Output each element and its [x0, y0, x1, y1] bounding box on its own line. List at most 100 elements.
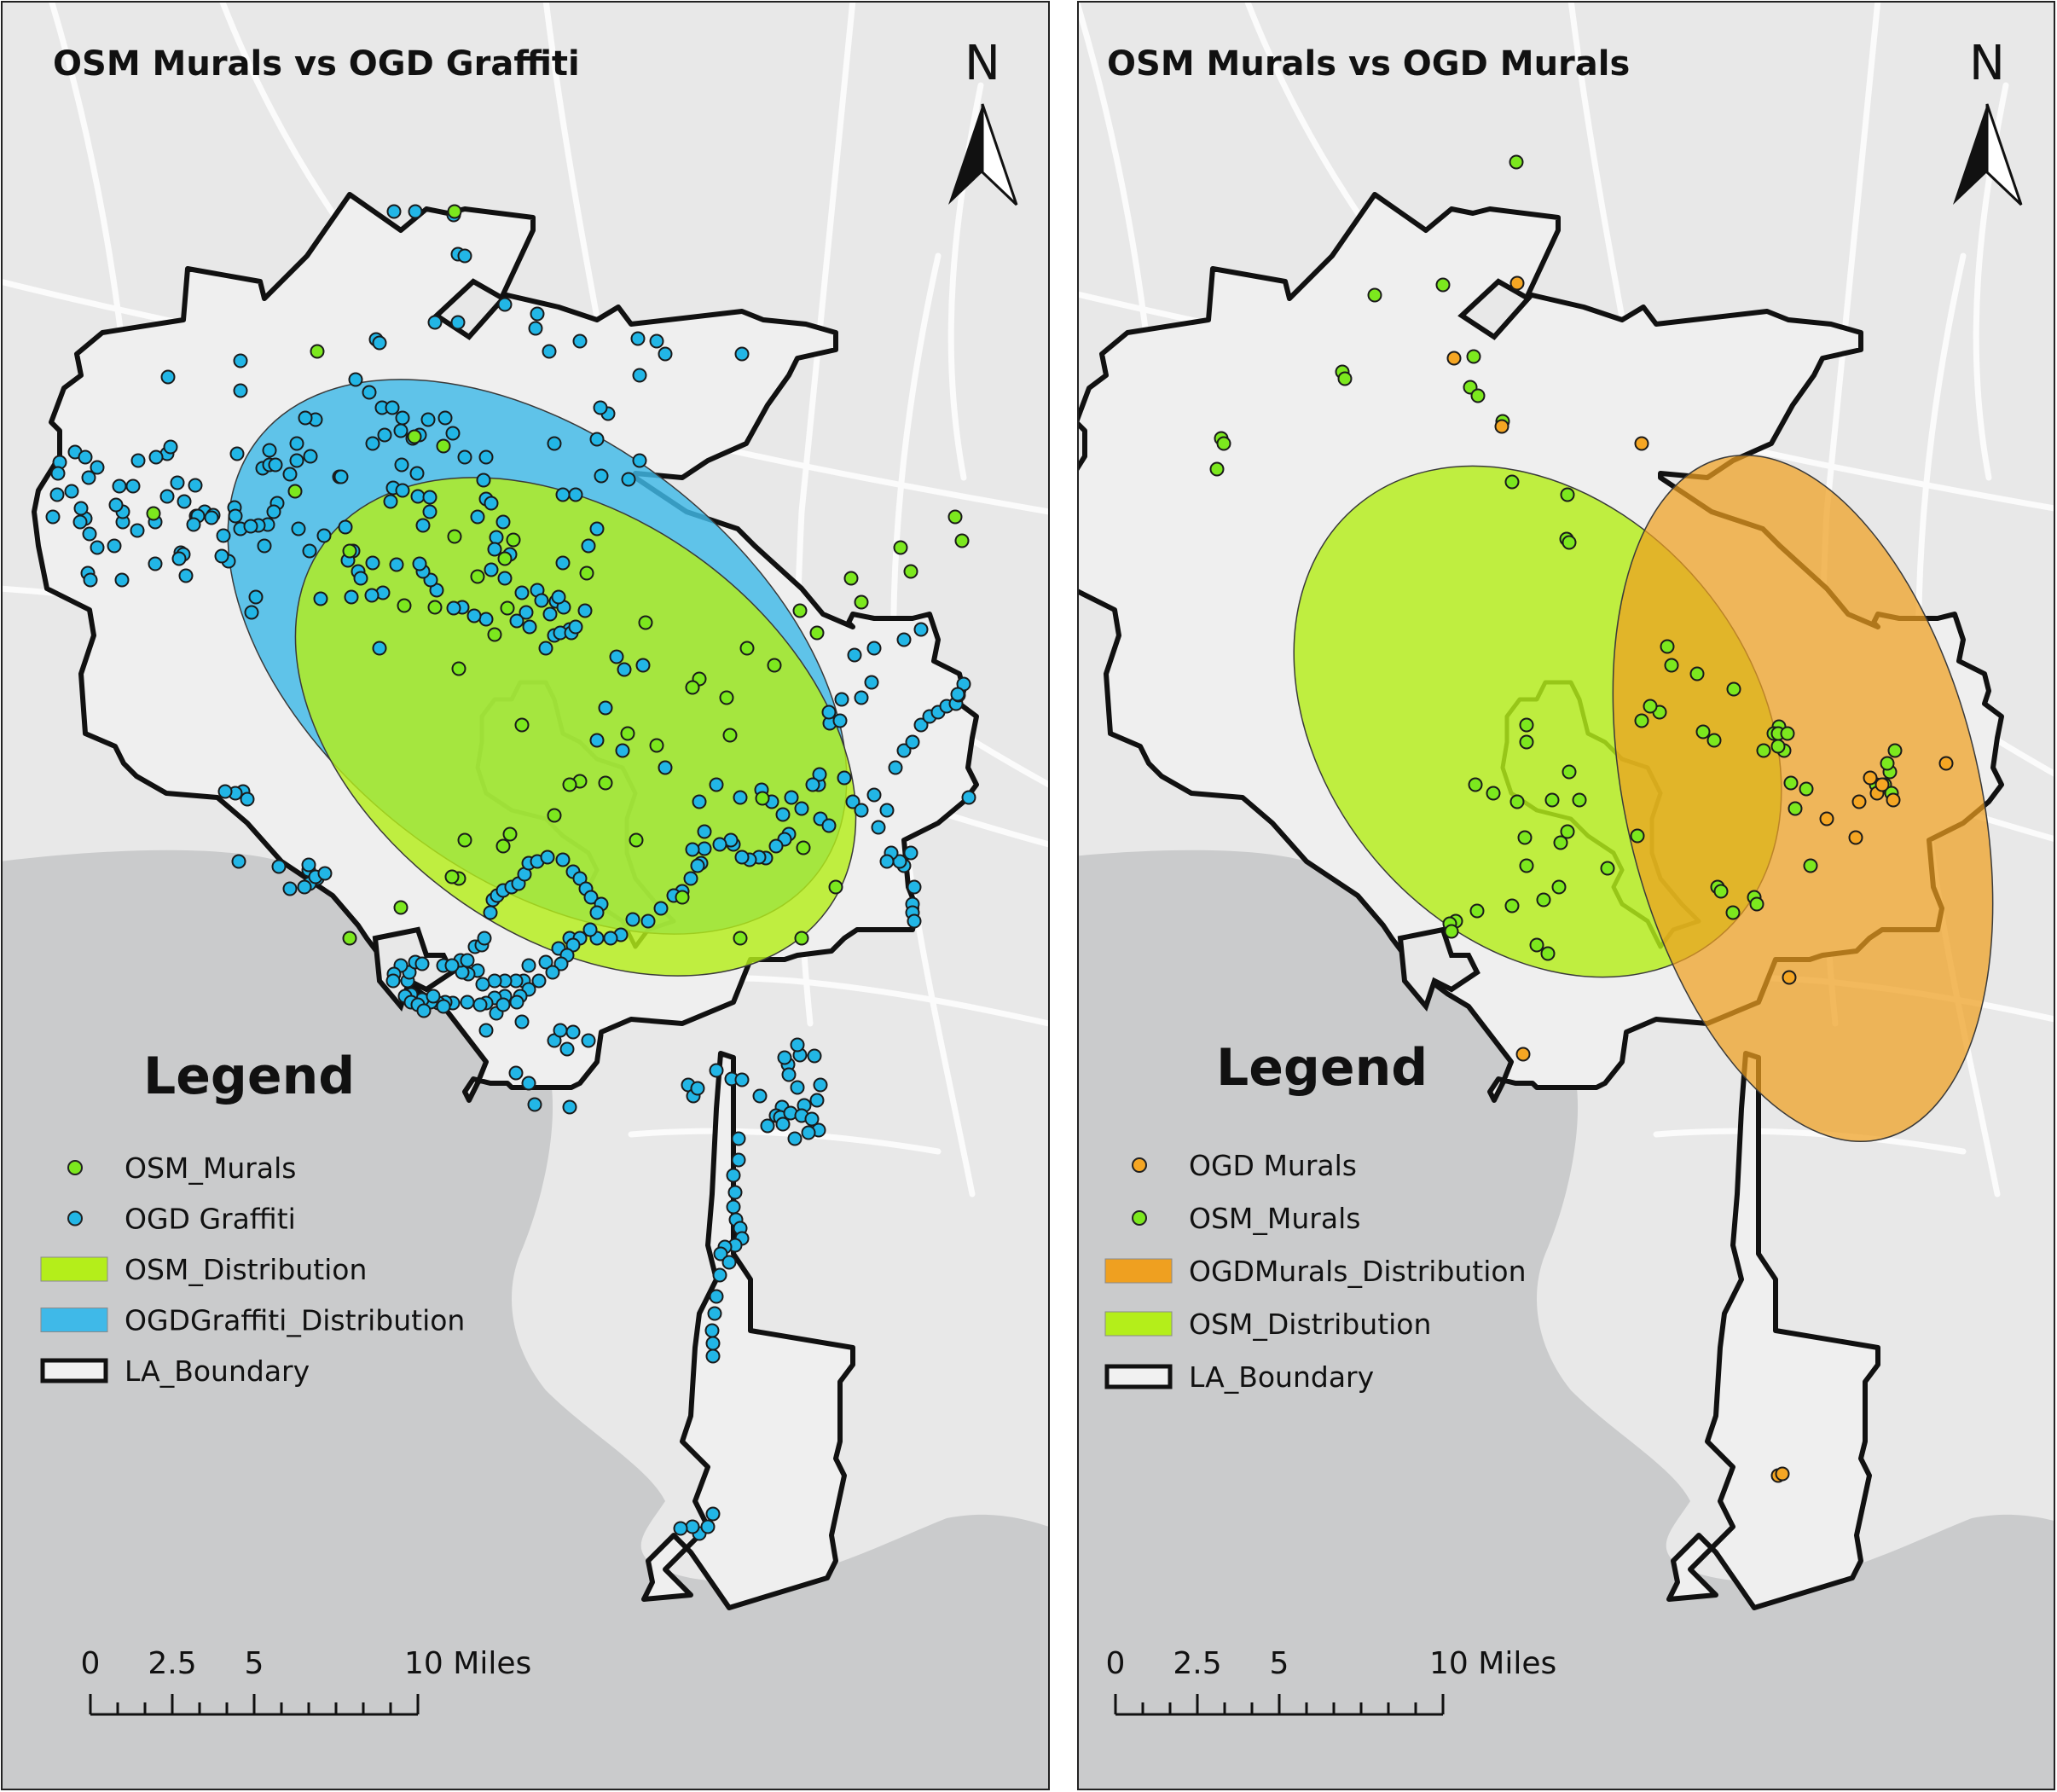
ogd-graffiti-point	[807, 1048, 822, 1064]
ogd-graffiti-point	[148, 449, 164, 465]
ogd-graffiti-point	[268, 457, 283, 473]
osm-mural-point	[342, 931, 357, 946]
ogd-graffiti-point	[372, 335, 387, 351]
osm-mural-point	[457, 832, 472, 848]
ogd-graffiti-point	[854, 690, 869, 705]
scale-label: 0	[1106, 1646, 1126, 1681]
ogd-graffiti-point	[801, 1125, 816, 1140]
osm-mural-point	[1551, 879, 1567, 895]
ogd-graffiti-point	[879, 803, 895, 818]
ogd-graffiti-point	[721, 1255, 737, 1270]
ogd-graffiti-point	[907, 879, 922, 895]
ogd-graffiti-point	[555, 852, 571, 867]
ogd-graffiti-point	[415, 518, 431, 533]
ogd-graffiti-point	[705, 1506, 721, 1522]
osm-mural-point	[1435, 277, 1451, 293]
ogd-graffiti-point	[177, 494, 192, 509]
ogd-graffiti-point	[705, 1336, 721, 1351]
osm-mural-point	[1519, 717, 1534, 733]
osm-mural-point	[1466, 349, 1481, 364]
ogd-graffiti-point	[470, 509, 485, 525]
ogd-graffiti-point	[553, 956, 569, 971]
ogd-graffiti-point	[412, 556, 427, 571]
ogd-graffiti-point	[495, 514, 511, 530]
ogd-graffiti-point	[589, 905, 605, 920]
osm-mural-point	[598, 775, 613, 791]
ogd-graffiti-point	[228, 508, 243, 524]
ogd-graffiti-point	[551, 589, 566, 605]
osm-mural-point	[1572, 792, 1587, 808]
ogd-graffiti-point	[700, 1519, 716, 1534]
ogd-graffiti-point	[446, 600, 461, 616]
osm-mural-point	[1509, 154, 1524, 170]
osm-mural-point	[796, 840, 811, 855]
ogd-graffiti-point	[497, 297, 513, 312]
ogd-graffiti-point	[365, 555, 380, 571]
ogd-graffiti-point	[248, 589, 264, 605]
osm-mural-point	[1337, 371, 1353, 386]
north-arrow-outline-icon	[1985, 103, 2023, 206]
osm-mural-point	[1536, 892, 1551, 908]
ogd-graffiti-point	[726, 1168, 741, 1183]
osm-mural-point	[1486, 786, 1501, 801]
ogd-graffiti-point	[583, 890, 599, 905]
osm-mural-point	[444, 869, 460, 884]
ogd-graffiti-point	[781, 1067, 797, 1082]
ogd-graffiti-point	[422, 504, 437, 519]
ogd-graffiti-point	[82, 526, 97, 542]
ogd-graffiti-point	[589, 733, 605, 748]
ogd-graffiti-point	[690, 1081, 705, 1096]
ogd-graffiti-point	[243, 519, 258, 534]
ogd-graffiti-point	[775, 1116, 791, 1132]
osm-mural-point	[1504, 474, 1520, 490]
legend-label: OSM_Murals	[1189, 1202, 1360, 1235]
ogd-graffiti-point	[653, 901, 669, 916]
ogd-graffiti-point	[787, 1131, 803, 1146]
scale-label: 5	[1270, 1646, 1289, 1681]
osm-mural-point	[1880, 756, 1895, 771]
osm-mural-point	[794, 931, 809, 946]
osm-mural-point	[739, 641, 755, 656]
osm-mural-point	[1706, 733, 1722, 748]
ogd-graffiti-point	[422, 490, 437, 505]
ogd-graffiti-point	[834, 692, 849, 707]
ogd-graffiti-point	[317, 866, 333, 881]
osm-mural-point	[1367, 287, 1382, 303]
legend-label: LA_Boundary	[125, 1354, 310, 1388]
osm-mural-point	[1504, 898, 1520, 913]
osm-mural-point	[649, 738, 664, 753]
ogd-graffiti-point	[410, 489, 426, 504]
ogd-graffiti-point	[690, 858, 705, 873]
ogd-mural-point	[1819, 811, 1834, 826]
ogd-graffiti-point	[214, 548, 229, 564]
north-arrow-outline-icon	[981, 103, 1018, 206]
ogd-graffiti-point	[777, 1050, 792, 1065]
ogd-graffiti-point	[408, 204, 423, 219]
osm-mural-point	[1803, 858, 1818, 873]
ogd-graffiti-point	[649, 333, 664, 349]
osm-mural-point	[1643, 699, 1658, 714]
ogd-graffiti-point	[733, 790, 748, 805]
ogd-graffiti-point	[204, 510, 219, 525]
osm-mural-point	[903, 564, 918, 579]
ogd-graffiti-point	[581, 538, 596, 554]
ogd-graffiti-point	[581, 1033, 596, 1048]
ogd-graffiti-point	[178, 568, 194, 583]
ogd-graffiti-point	[282, 881, 298, 896]
ogd-graffiti-point	[495, 997, 511, 1012]
ogd-graffiti-point	[266, 504, 281, 519]
osm-mural-point	[809, 625, 825, 641]
legend-item: OGDGraffiti_Distribution	[40, 1304, 465, 1337]
osm-mural-point	[1630, 828, 1645, 844]
ogd-graffiti-point	[487, 973, 502, 989]
ogd-mural-point	[1515, 1047, 1531, 1062]
ogd-graffiti-point	[426, 989, 441, 1004]
osm-mural-point	[1544, 792, 1560, 808]
ogd-graffiti-point	[476, 473, 491, 488]
ogd-graffiti-point	[542, 344, 557, 359]
legend-label: OGD Graffiti	[125, 1203, 296, 1236]
ogd-mural-point	[1509, 275, 1525, 291]
osm-mural-point	[342, 543, 357, 559]
ogd-graffiti-point	[712, 1267, 727, 1283]
ogd-graffiti-point	[416, 1003, 432, 1018]
